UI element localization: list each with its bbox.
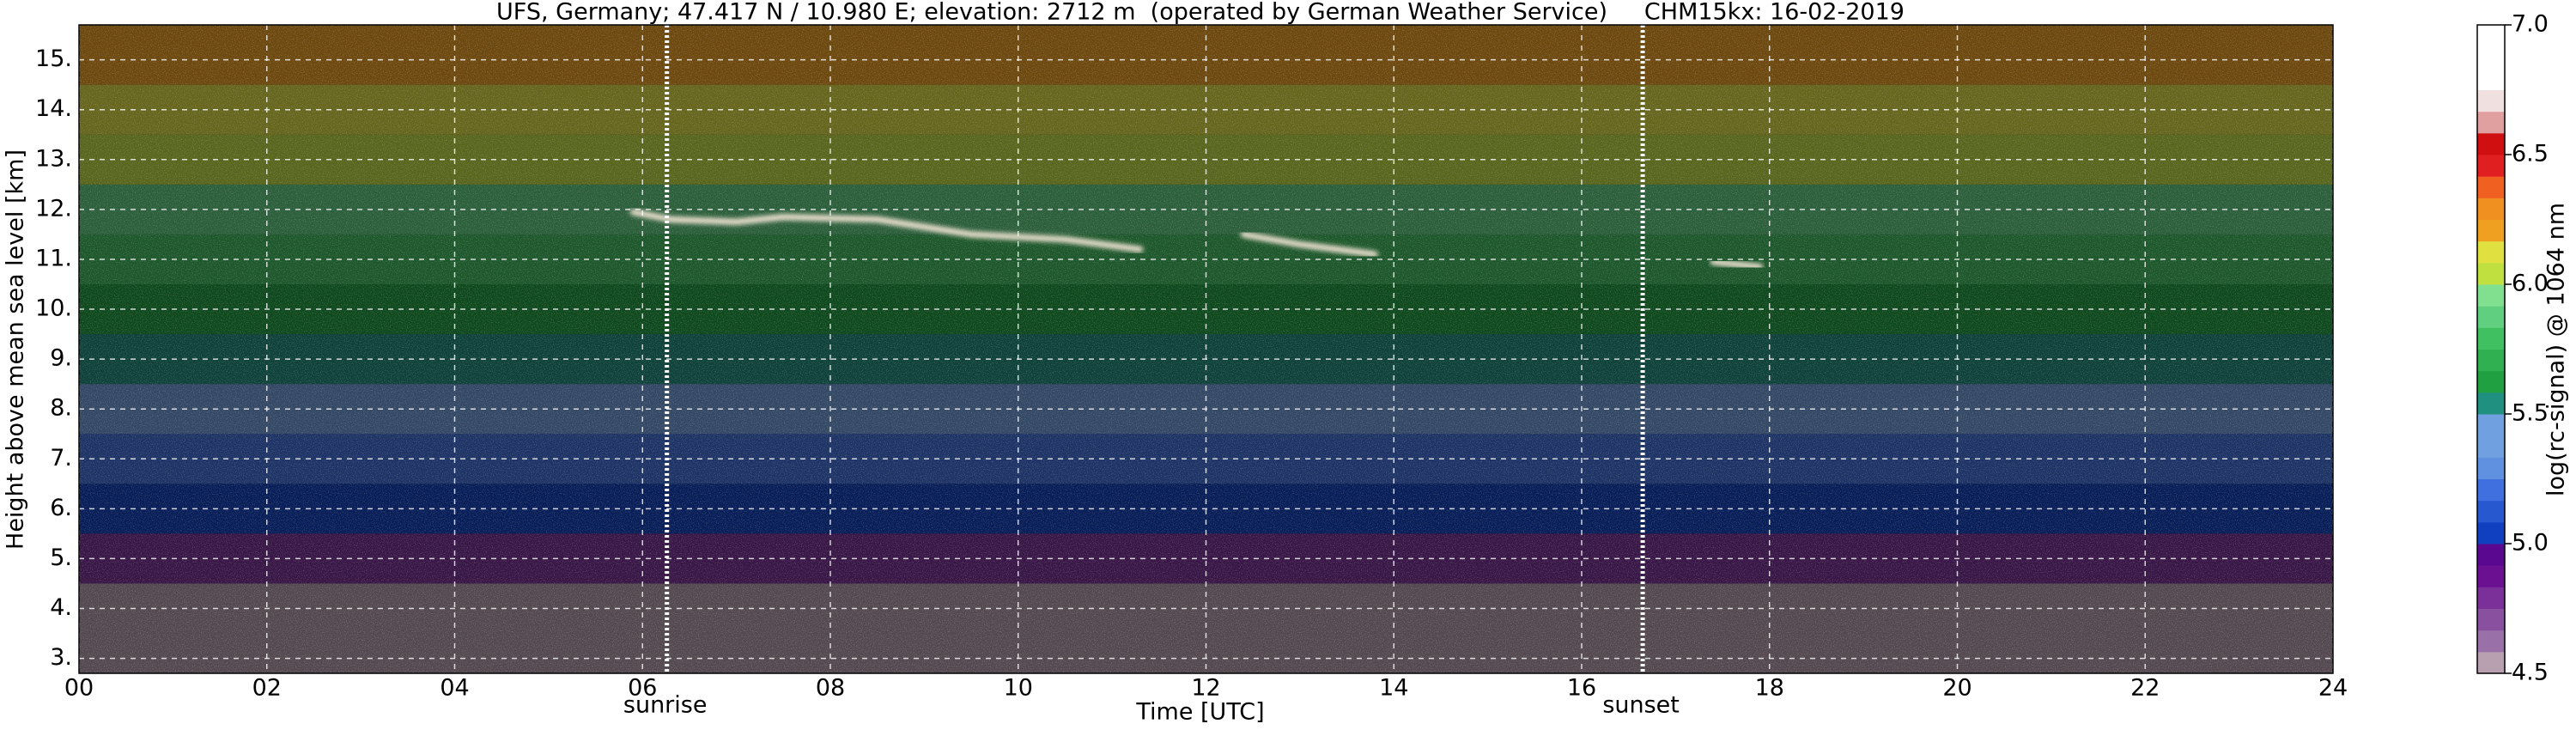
colorbar-segment	[2477, 651, 2505, 674]
colorbar-segment	[2477, 219, 2505, 242]
colorbar-segment	[2477, 565, 2505, 587]
colorbar-segment	[2477, 306, 2505, 328]
y-tick-label: 7.	[50, 445, 72, 471]
colorbar-segment	[2477, 521, 2505, 544]
colorbar-segment	[2477, 25, 2505, 47]
plot-frame	[78, 24, 2334, 674]
y-tick-label: 14.	[35, 95, 72, 122]
cloud-layer	[1710, 259, 1764, 271]
y-tick-label: 6.	[50, 495, 72, 521]
colorbar-tick-label: 7.0	[2512, 11, 2549, 38]
colorbar-segment	[2477, 392, 2505, 415]
colorbar-segment	[2477, 349, 2505, 372]
colorbar-segment	[2477, 284, 2505, 307]
x-tick-label: 14	[1379, 675, 1408, 702]
marker-label: sunrise	[623, 692, 708, 719]
colorbar-segment	[2477, 500, 2505, 523]
x-axis-label: Time [UTC]	[1135, 699, 1264, 726]
colorbar-segment	[2477, 198, 2505, 220]
y-tick-label: 9.	[50, 345, 72, 372]
y-tick-label: 15.	[35, 46, 72, 72]
x-tick-label: 04	[440, 675, 469, 702]
colorbar-segment	[2477, 544, 2505, 566]
x-tick-label: 24	[2318, 675, 2348, 702]
y-tick-label: 13.	[35, 145, 72, 172]
colorbar-segment	[2477, 587, 2505, 609]
colorbar-label: log(rc-signal) @ 1064 nm	[2543, 203, 2570, 496]
colorbar-segment	[2477, 68, 2505, 90]
x-tick-label: 00	[64, 675, 94, 702]
colorbar-segment	[2477, 111, 2505, 134]
x-tick-label: 10	[1004, 675, 1033, 702]
y-tick-label: 11.	[35, 245, 72, 271]
x-tick-label: 16	[1567, 675, 1596, 702]
y-tick-label: 4.	[50, 594, 72, 621]
colorbar-segment	[2477, 327, 2505, 350]
colorbar-segment	[2477, 608, 2505, 631]
x-tick-label: 22	[2130, 675, 2160, 702]
colorbar-tick-label: 5.5	[2512, 400, 2549, 427]
y-tick-label: 5.	[50, 544, 72, 571]
colorbar-segment	[2477, 89, 2505, 113]
colorbar-segment	[2477, 630, 2505, 653]
colorbar-segment	[2477, 262, 2505, 285]
y-tick-label: 10.	[35, 295, 72, 322]
y-tick-label: 8.	[50, 395, 72, 422]
cloud-layer	[1240, 231, 1378, 258]
colorbar-segment	[2477, 176, 2505, 198]
y-tick-label: 12.	[35, 195, 72, 222]
colorbar-segment	[2477, 46, 2505, 69]
x-tick-label: 02	[252, 675, 282, 702]
colorbar-segment	[2477, 478, 2505, 502]
x-tick-label: 08	[816, 675, 845, 702]
y-axis-label: Height above mean sea level [km]	[3, 149, 29, 550]
colorbar-frame	[2476, 24, 2506, 674]
colorbar-tick-label: 6.0	[2512, 271, 2549, 297]
x-tick-label: 20	[1942, 675, 1971, 702]
x-tick-label: 06	[628, 675, 657, 702]
colorbar-segment	[2477, 435, 2505, 458]
colorbar-segment	[2477, 132, 2505, 155]
x-tick-label: 12	[1191, 675, 1220, 702]
colorbar-tick-label: 5.0	[2512, 530, 2549, 557]
chart-title: UFS, Germany; 47.417 N / 10.980 E; eleva…	[496, 0, 1905, 26]
cloud-layer	[629, 209, 1144, 252]
colorbar-tick-label: 4.5	[2512, 660, 2549, 686]
x-tick-label: 18	[1755, 675, 1784, 702]
colorbar-segment	[2477, 240, 2505, 264]
colorbar-segment	[2477, 414, 2505, 436]
colorbar-tick-label: 6.5	[2512, 141, 2549, 167]
colorbar-segment	[2477, 155, 2505, 177]
colorbar-segment	[2477, 457, 2505, 479]
y-tick-label: 3.	[50, 644, 72, 671]
colorbar-segment	[2477, 370, 2505, 393]
marker-label: sunset	[1602, 692, 1680, 719]
